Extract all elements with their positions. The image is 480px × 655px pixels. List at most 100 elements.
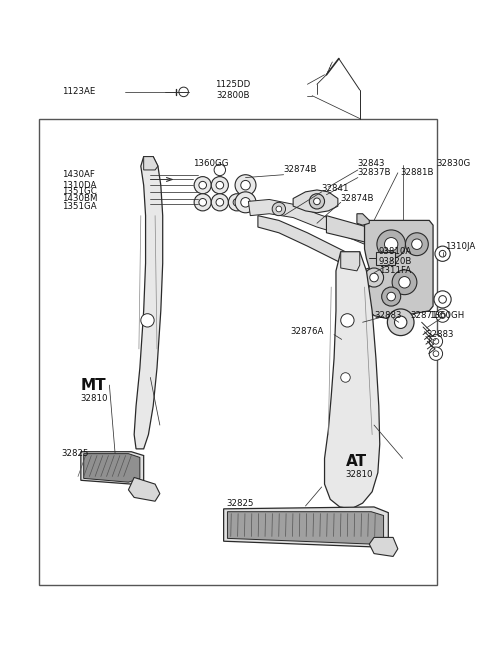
Polygon shape bbox=[81, 452, 144, 484]
Circle shape bbox=[412, 239, 422, 250]
Text: 32810: 32810 bbox=[81, 394, 108, 403]
Circle shape bbox=[214, 164, 226, 176]
Text: 1430BM: 1430BM bbox=[62, 194, 97, 203]
Text: 1310JA: 1310JA bbox=[445, 242, 476, 251]
Text: 32837B: 32837B bbox=[358, 168, 391, 178]
Circle shape bbox=[241, 198, 250, 207]
Circle shape bbox=[392, 270, 417, 295]
Circle shape bbox=[395, 316, 407, 328]
Polygon shape bbox=[341, 252, 360, 271]
Circle shape bbox=[241, 180, 250, 190]
Polygon shape bbox=[84, 454, 140, 482]
Circle shape bbox=[235, 192, 256, 213]
Circle shape bbox=[211, 194, 228, 211]
Circle shape bbox=[375, 234, 383, 241]
Text: 32871C: 32871C bbox=[410, 311, 444, 320]
Circle shape bbox=[364, 268, 384, 287]
Text: 32874B: 32874B bbox=[341, 194, 374, 203]
Circle shape bbox=[272, 202, 286, 215]
Text: 93810A: 93810A bbox=[379, 248, 412, 256]
Text: 32843: 32843 bbox=[358, 159, 385, 168]
Circle shape bbox=[384, 238, 398, 251]
Circle shape bbox=[433, 339, 439, 344]
Circle shape bbox=[406, 233, 428, 255]
Polygon shape bbox=[224, 507, 388, 547]
Circle shape bbox=[216, 198, 224, 206]
Circle shape bbox=[276, 206, 282, 212]
Polygon shape bbox=[129, 477, 160, 501]
Polygon shape bbox=[364, 220, 433, 320]
Text: 32876A: 32876A bbox=[290, 328, 324, 336]
Circle shape bbox=[235, 175, 256, 196]
Circle shape bbox=[429, 335, 443, 348]
Circle shape bbox=[341, 314, 354, 327]
Polygon shape bbox=[134, 157, 163, 449]
Text: 1430AF: 1430AF bbox=[62, 170, 95, 179]
Circle shape bbox=[436, 309, 449, 322]
Circle shape bbox=[387, 309, 414, 335]
Text: 32883: 32883 bbox=[426, 330, 454, 339]
Text: 1311FA: 1311FA bbox=[379, 267, 411, 275]
Polygon shape bbox=[324, 252, 380, 509]
Text: 32874B: 32874B bbox=[284, 166, 317, 174]
Circle shape bbox=[179, 87, 189, 97]
Text: 1310DA: 1310DA bbox=[62, 181, 96, 190]
Circle shape bbox=[439, 295, 446, 303]
Text: AT: AT bbox=[346, 454, 367, 469]
Circle shape bbox=[338, 332, 353, 347]
Circle shape bbox=[440, 312, 445, 318]
Circle shape bbox=[387, 292, 396, 301]
Circle shape bbox=[370, 273, 378, 282]
Circle shape bbox=[377, 230, 406, 259]
Circle shape bbox=[199, 198, 206, 206]
Text: 32883: 32883 bbox=[374, 311, 402, 320]
Circle shape bbox=[199, 181, 206, 189]
Polygon shape bbox=[228, 512, 384, 544]
Circle shape bbox=[228, 194, 246, 211]
Text: 93820B: 93820B bbox=[379, 257, 412, 266]
Bar bbox=[39, 119, 437, 585]
Circle shape bbox=[434, 291, 451, 308]
Text: 1360GH: 1360GH bbox=[429, 311, 465, 320]
Circle shape bbox=[371, 230, 386, 245]
Circle shape bbox=[355, 316, 364, 325]
Circle shape bbox=[341, 373, 350, 383]
Circle shape bbox=[429, 347, 443, 360]
Circle shape bbox=[313, 198, 320, 205]
Polygon shape bbox=[376, 252, 395, 265]
Circle shape bbox=[439, 250, 446, 257]
Circle shape bbox=[211, 177, 228, 194]
Circle shape bbox=[233, 198, 241, 206]
Circle shape bbox=[141, 314, 154, 327]
Circle shape bbox=[194, 177, 211, 194]
Circle shape bbox=[435, 246, 450, 261]
Circle shape bbox=[216, 181, 224, 189]
Polygon shape bbox=[326, 215, 379, 244]
Text: 32830G: 32830G bbox=[436, 159, 470, 168]
Polygon shape bbox=[353, 268, 369, 290]
Polygon shape bbox=[248, 200, 364, 244]
Text: 32841: 32841 bbox=[322, 185, 349, 193]
Polygon shape bbox=[357, 214, 369, 225]
Circle shape bbox=[349, 310, 370, 331]
Text: 1125DD: 1125DD bbox=[215, 80, 250, 89]
Circle shape bbox=[309, 194, 324, 209]
Text: 1351GA: 1351GA bbox=[62, 202, 96, 211]
Text: 1360GG: 1360GG bbox=[193, 159, 228, 168]
Circle shape bbox=[382, 287, 401, 306]
Circle shape bbox=[399, 276, 410, 288]
Text: 32810: 32810 bbox=[346, 470, 373, 479]
Text: 32881B: 32881B bbox=[401, 168, 434, 178]
Text: 32825: 32825 bbox=[227, 498, 254, 508]
Text: 1123AE: 1123AE bbox=[62, 87, 95, 96]
Circle shape bbox=[342, 336, 349, 343]
Polygon shape bbox=[369, 537, 398, 557]
Polygon shape bbox=[144, 157, 158, 170]
Circle shape bbox=[194, 194, 211, 211]
Text: 1351GC: 1351GC bbox=[62, 187, 96, 196]
Polygon shape bbox=[293, 190, 338, 213]
Text: 32825: 32825 bbox=[62, 449, 89, 458]
Circle shape bbox=[433, 351, 439, 356]
Text: MT: MT bbox=[81, 377, 107, 392]
Polygon shape bbox=[258, 215, 360, 271]
